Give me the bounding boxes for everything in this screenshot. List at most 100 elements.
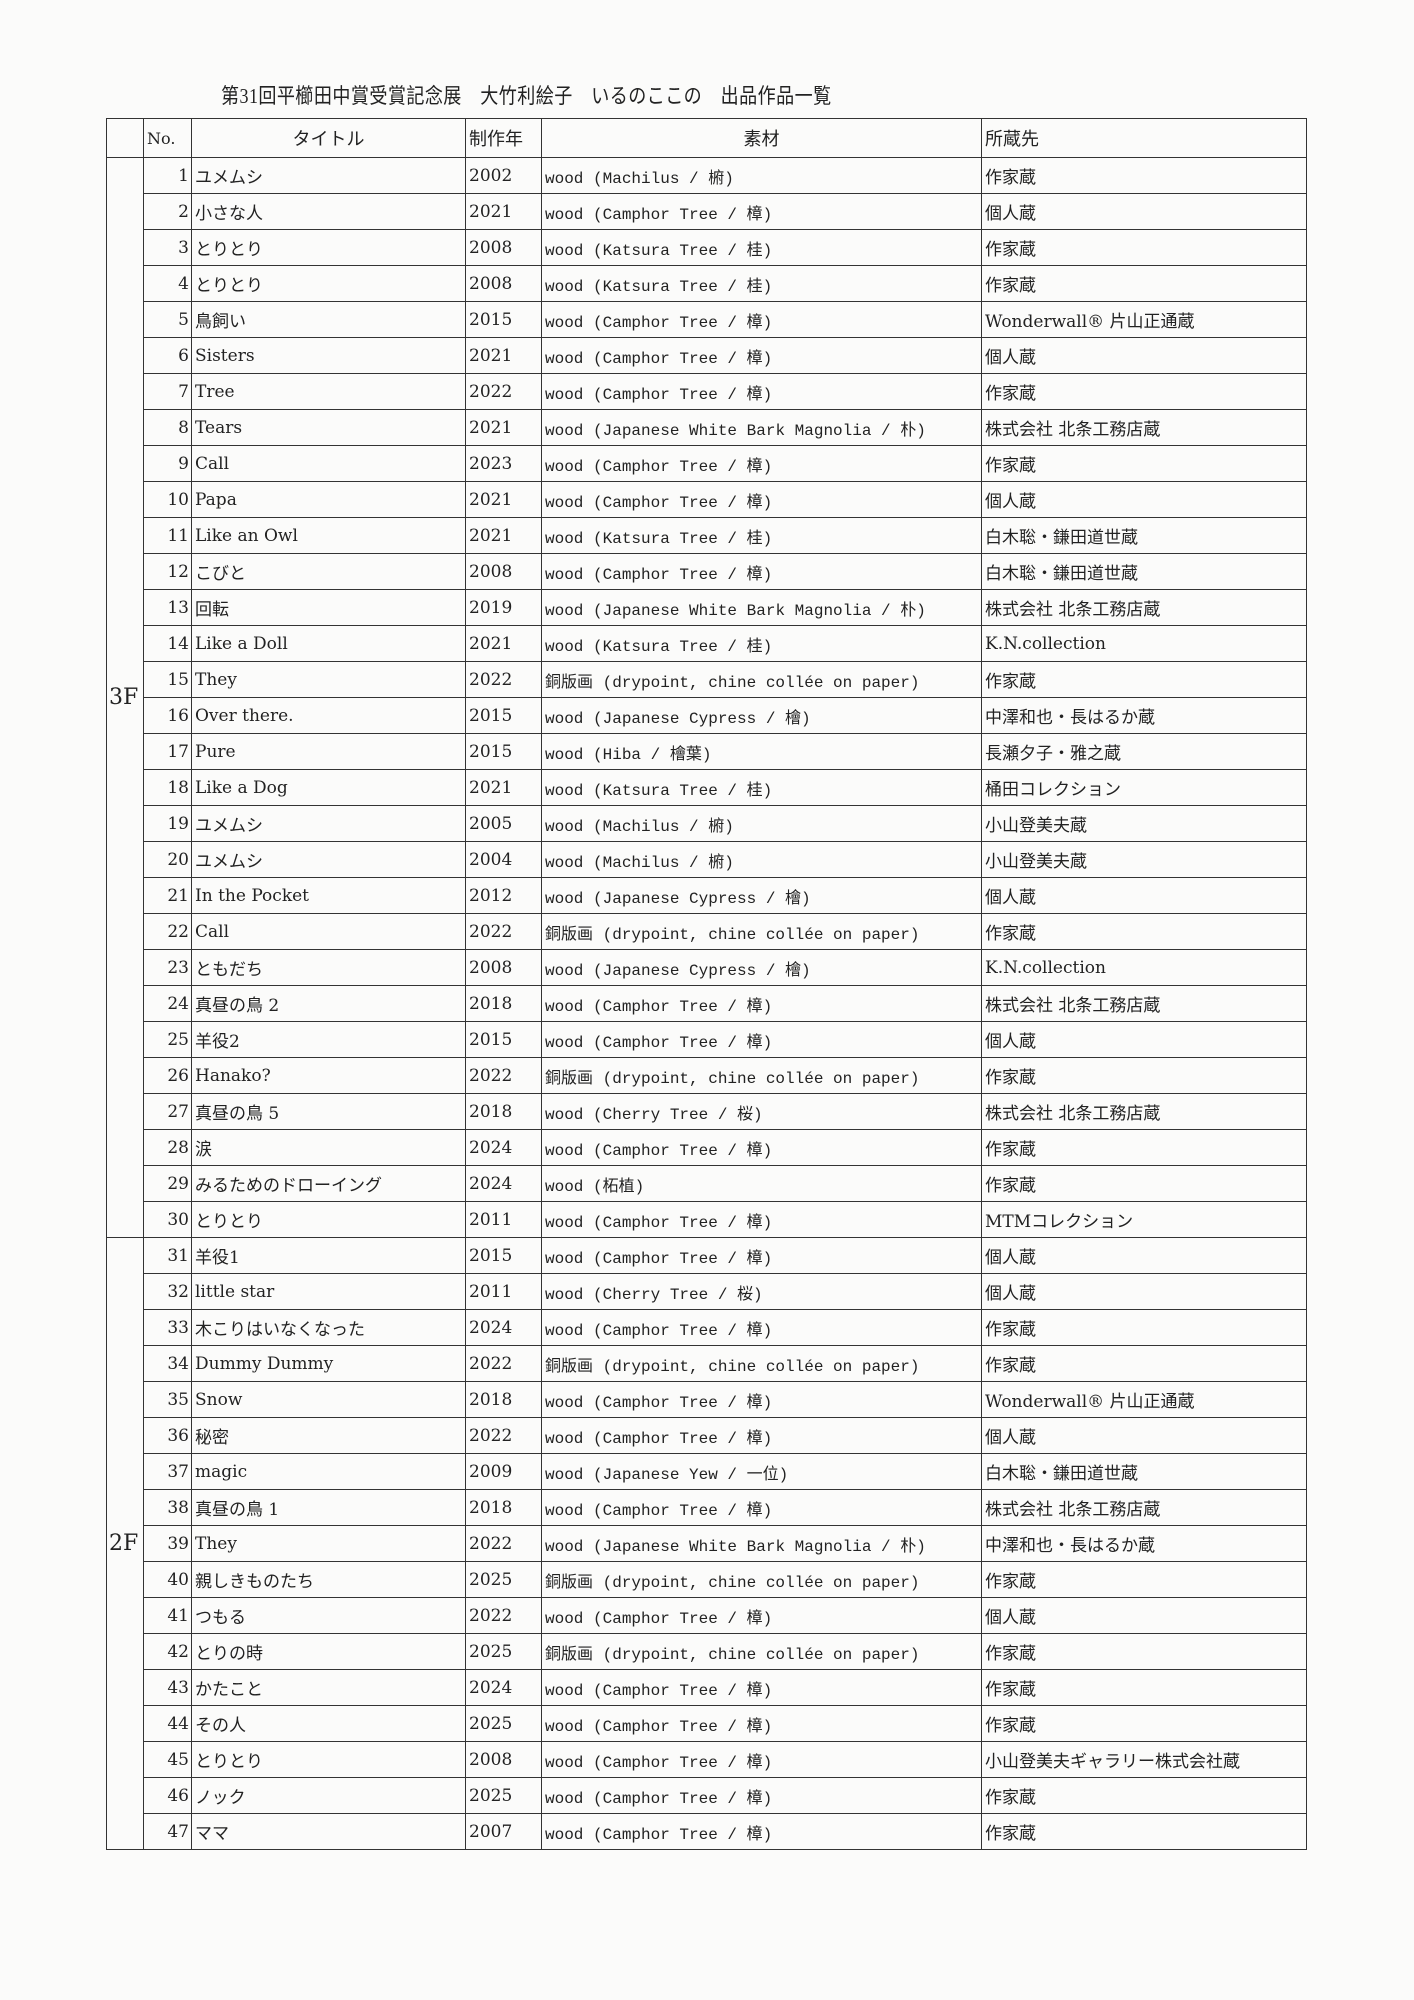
work-number: 21 bbox=[143, 877, 192, 914]
work-material: wood (Japanese White Bark Magnolia / 朴) bbox=[541, 589, 982, 626]
work-owner: K.N.collection bbox=[981, 625, 1307, 662]
work-owner: 作家蔵 bbox=[981, 661, 1307, 698]
work-number: 23 bbox=[143, 949, 192, 986]
work-material: wood (柘植) bbox=[541, 1165, 982, 1202]
work-owner: 作家蔵 bbox=[981, 1129, 1307, 1166]
work-material: wood (Camphor Tree / 樟) bbox=[541, 1129, 982, 1166]
work-number: 26 bbox=[143, 1057, 192, 1094]
work-number: 37 bbox=[143, 1453, 192, 1490]
table-row: 7 Tree 2022 wood (Camphor Tree / 樟) 作家蔵 bbox=[107, 373, 1307, 410]
work-owner: 作家蔵 bbox=[981, 1345, 1307, 1382]
work-year: 2008 bbox=[465, 1741, 542, 1778]
work-number: 33 bbox=[143, 1309, 192, 1346]
work-owner: 個人蔵 bbox=[981, 1417, 1307, 1454]
table-row: 26 Hanako? 2022 銅版画 (drypoint, chine collée… bbox=[107, 1057, 1307, 1094]
work-year: 2022 bbox=[465, 1057, 542, 1094]
work-owner: 作家蔵 bbox=[981, 265, 1307, 302]
table-row: 36 秘密 2022 wood (Camphor Tree / 樟) 個人蔵 bbox=[107, 1417, 1307, 1454]
work-material: wood (Japanese White Bark Magnolia / 朴) bbox=[541, 409, 982, 446]
work-owner: 作家蔵 bbox=[981, 1777, 1307, 1814]
work-title: とりとり bbox=[191, 229, 466, 266]
work-owner: 作家蔵 bbox=[981, 1813, 1307, 1850]
work-title: Like an Owl bbox=[191, 517, 466, 554]
work-material: 銅版画 (drypoint, chine collée on paper) bbox=[541, 1633, 982, 1670]
work-owner: 中澤和也・長はるか蔵 bbox=[981, 697, 1307, 734]
work-title: Like a Doll bbox=[191, 625, 466, 662]
work-title: その人 bbox=[191, 1705, 466, 1742]
work-number: 31 bbox=[143, 1237, 192, 1274]
work-title: ママ bbox=[191, 1813, 466, 1850]
header-material: 素材 bbox=[541, 118, 982, 158]
work-material: wood (Japanese White Bark Magnolia / 朴) bbox=[541, 1525, 982, 1562]
table-row: 2 小さな人 2021 wood (Camphor Tree / 樟) 個人蔵 bbox=[107, 193, 1307, 230]
work-owner: 中澤和也・長はるか蔵 bbox=[981, 1525, 1307, 1562]
work-material: wood (Camphor Tree / 樟) bbox=[541, 337, 982, 374]
work-number: 47 bbox=[143, 1813, 192, 1850]
table-row: 3F 1 ユメムシ 2002 wood (Machilus / 椨) 作家蔵 bbox=[106, 157, 1307, 1238]
table-row: 18 Like a Dog 2021 wood (Katsura Tree / 桂) 桶… bbox=[107, 769, 1307, 806]
work-title: 木こりはいなくなった bbox=[191, 1309, 466, 1346]
table-row: 17 Pure 2015 wood (Hiba / 檜葉) 長瀬夕子・雅之蔵 bbox=[107, 733, 1307, 770]
table-row: 9 Call 2023 wood (Camphor Tree / 樟) 作家蔵 bbox=[107, 445, 1307, 482]
work-title: 小さな人 bbox=[191, 193, 466, 230]
work-title: とりとり bbox=[191, 265, 466, 302]
table-row: 40 親しきものたち 2025 銅版画 (drypoint, chine collée… bbox=[107, 1561, 1307, 1598]
work-owner: 作家蔵 bbox=[981, 1669, 1307, 1706]
work-year: 2022 bbox=[465, 1525, 542, 1562]
work-material: wood (Camphor Tree / 樟) bbox=[541, 1021, 982, 1058]
table-row: 39 They 2022 wood (Japanese White Bark Magn… bbox=[107, 1525, 1307, 1562]
table-row: 35 Snow 2018 wood (Camphor Tree / 樟) Wonderw… bbox=[107, 1381, 1307, 1418]
work-material: wood (Camphor Tree / 樟) bbox=[541, 1597, 982, 1634]
work-year: 2022 bbox=[465, 373, 542, 410]
work-title: 羊役1 bbox=[191, 1237, 466, 1274]
work-number: 34 bbox=[143, 1345, 192, 1382]
work-year: 2025 bbox=[465, 1777, 542, 1814]
table-row: 33 木こりはいなくなった 2024 wood (Camphor Tree / 樟) 作… bbox=[107, 1309, 1307, 1346]
document-title: 第31回平櫛田中賞受賞記念展 大竹利絵子 いるのここの 出品作品一覧 bbox=[221, 84, 832, 108]
work-owner: K.N.collection bbox=[981, 949, 1307, 986]
work-owner: 株式会社 北条工務店蔵 bbox=[981, 409, 1307, 446]
work-year: 2005 bbox=[465, 805, 542, 842]
work-number: 38 bbox=[143, 1489, 192, 1526]
work-year: 2022 bbox=[465, 1417, 542, 1454]
work-title: Papa bbox=[191, 481, 466, 518]
work-title: ノック bbox=[191, 1777, 466, 1814]
work-title: ともだち bbox=[191, 949, 466, 986]
work-number: 32 bbox=[143, 1273, 192, 1310]
work-owner: 作家蔵 bbox=[981, 229, 1307, 266]
work-owner: 個人蔵 bbox=[981, 337, 1307, 374]
work-title: 涙 bbox=[191, 1129, 466, 1166]
work-title: 回転 bbox=[191, 589, 466, 626]
work-material: wood (Camphor Tree / 樟) bbox=[541, 1813, 982, 1850]
work-material: wood (Japanese Cypress / 檜) bbox=[541, 949, 982, 986]
work-owner: 個人蔵 bbox=[981, 481, 1307, 518]
table-row: 45 とりとり 2008 wood (Camphor Tree / 樟) 小山登美夫ギャ… bbox=[107, 1741, 1307, 1778]
work-title: They bbox=[191, 661, 466, 698]
table-row: 43 かたこと 2024 wood (Camphor Tree / 樟) 作家蔵 bbox=[107, 1669, 1307, 1706]
work-title: Call bbox=[191, 445, 466, 482]
floor-label: 3F bbox=[106, 157, 144, 1238]
work-owner: 株式会社 北条工務店蔵 bbox=[981, 1093, 1307, 1130]
work-title: 秘密 bbox=[191, 1417, 466, 1454]
work-owner: 白木聡・鎌田道世蔵 bbox=[981, 553, 1307, 590]
work-title: They bbox=[191, 1525, 466, 1562]
table-row: 37 magic 2009 wood (Japanese Yew / 一位) 白木聡・鎌… bbox=[107, 1453, 1307, 1490]
work-number: 45 bbox=[143, 1741, 192, 1778]
work-owner: 作家蔵 bbox=[981, 1309, 1307, 1346]
work-material: 銅版画 (drypoint, chine collée on paper) bbox=[541, 1057, 982, 1094]
work-owner: 個人蔵 bbox=[981, 193, 1307, 230]
floor-label: 2F bbox=[106, 1237, 144, 1850]
work-year: 2002 bbox=[465, 157, 542, 194]
work-material: wood (Camphor Tree / 樟) bbox=[541, 1669, 982, 1706]
work-material: wood (Cherry Tree / 桜) bbox=[541, 1273, 982, 1310]
work-year: 2018 bbox=[465, 985, 542, 1022]
work-material: wood (Japanese Yew / 一位) bbox=[541, 1453, 982, 1490]
work-number: 36 bbox=[143, 1417, 192, 1454]
table-row: 22 Call 2022 銅版画 (drypoint, chine collée on… bbox=[107, 913, 1307, 950]
work-owner: 長瀬夕子・雅之蔵 bbox=[981, 733, 1307, 770]
work-number: 10 bbox=[143, 481, 192, 518]
work-number: 24 bbox=[143, 985, 192, 1022]
work-owner: 桶田コレクション bbox=[981, 769, 1307, 806]
work-year: 2009 bbox=[465, 1453, 542, 1490]
work-material: wood (Cherry Tree / 桜) bbox=[541, 1093, 982, 1130]
